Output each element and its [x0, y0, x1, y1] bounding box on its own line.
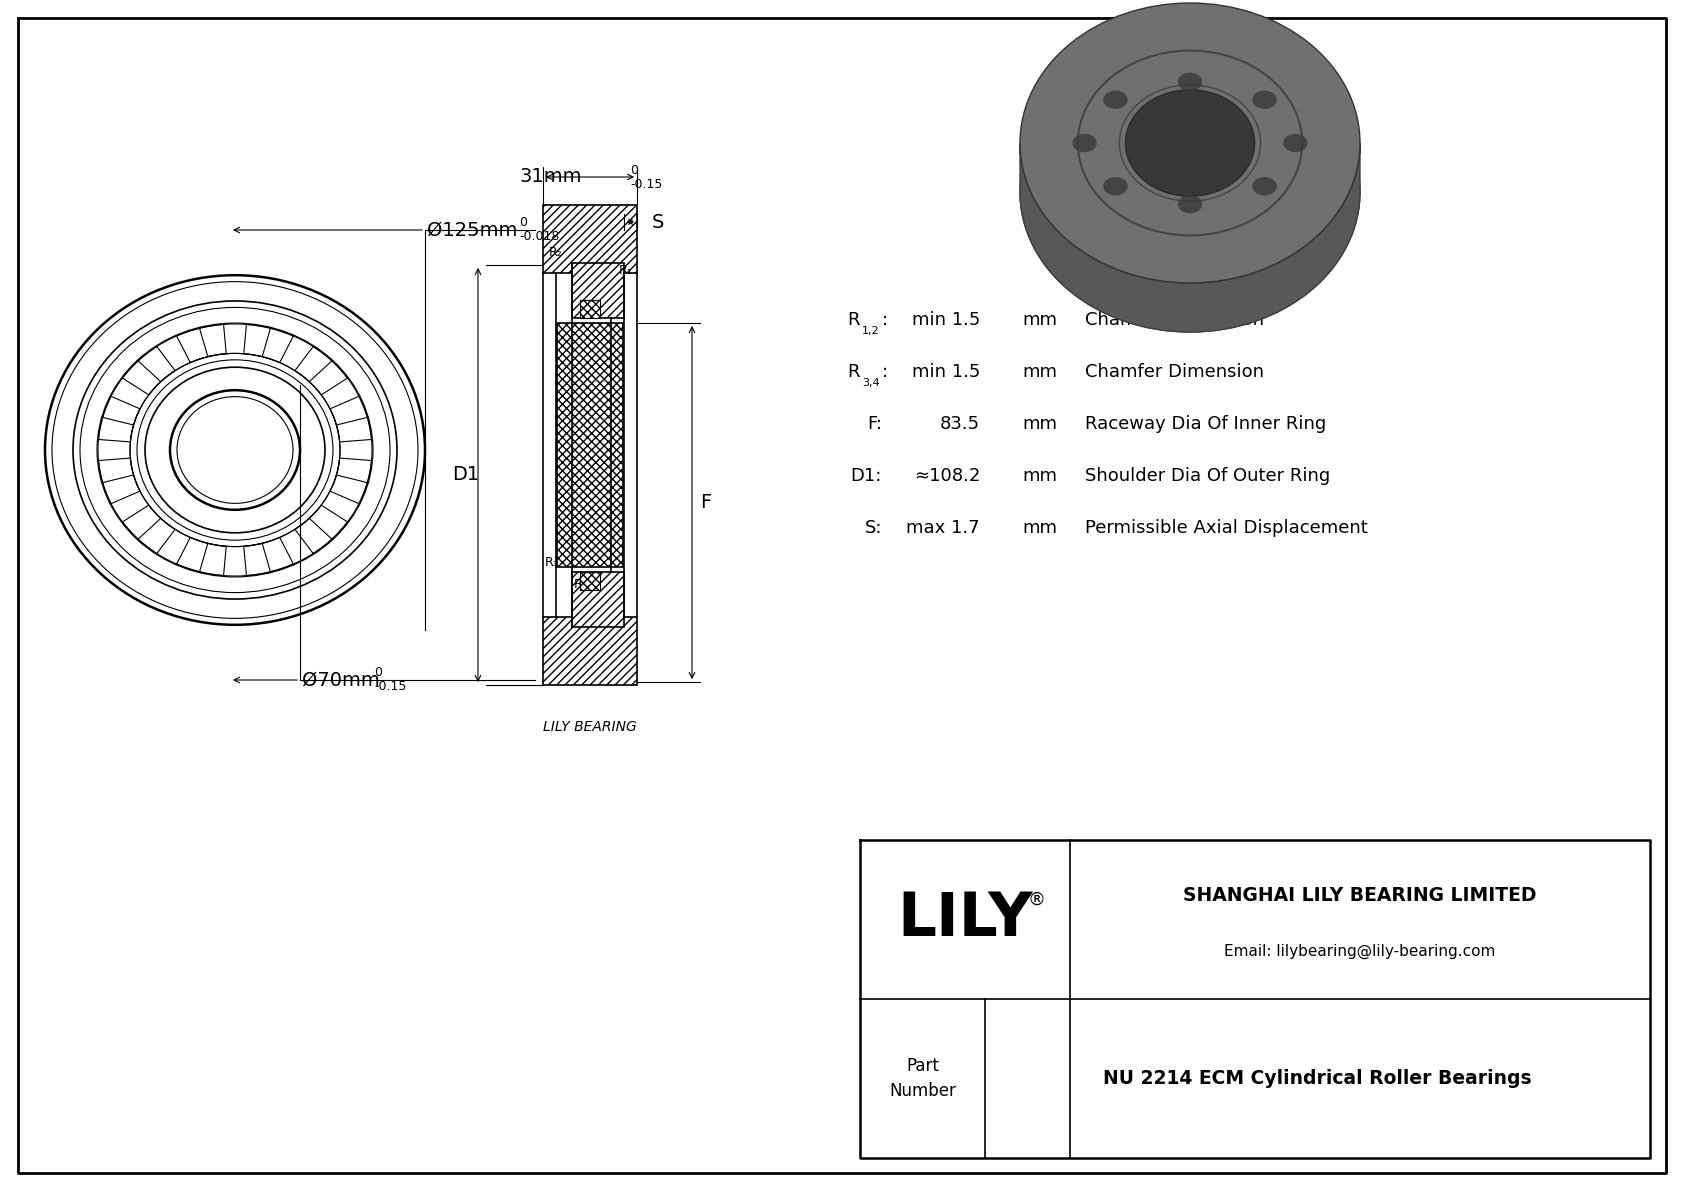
Text: Shoulder Dia Of Outer Ring: Shoulder Dia Of Outer Ring: [1084, 467, 1330, 485]
Text: :: :: [882, 311, 887, 329]
Text: max 1.7: max 1.7: [906, 519, 980, 537]
Text: -0.15: -0.15: [630, 177, 662, 191]
Text: 31mm: 31mm: [519, 168, 583, 187]
Text: Permissible Axial Displacement: Permissible Axial Displacement: [1084, 519, 1367, 537]
Text: LILY BEARING: LILY BEARING: [544, 721, 637, 734]
Ellipse shape: [1177, 195, 1202, 213]
Polygon shape: [573, 318, 611, 572]
Text: 1,2: 1,2: [862, 326, 879, 336]
Text: Ø125mm: Ø125mm: [428, 220, 517, 239]
Text: R: R: [847, 363, 861, 381]
Text: F:: F:: [867, 414, 882, 434]
Polygon shape: [573, 572, 625, 626]
Ellipse shape: [1253, 91, 1276, 108]
Text: F: F: [701, 493, 712, 512]
Text: min 1.5: min 1.5: [911, 363, 980, 381]
Text: S: S: [652, 212, 665, 231]
Ellipse shape: [1283, 133, 1308, 152]
Polygon shape: [557, 323, 623, 567]
Text: mm: mm: [1022, 414, 1058, 434]
Text: Part
Number: Part Number: [889, 1056, 957, 1100]
Text: D1: D1: [453, 466, 480, 485]
Text: Chamfer Dimension: Chamfer Dimension: [1084, 311, 1265, 329]
Text: mm: mm: [1022, 519, 1058, 537]
Ellipse shape: [1177, 73, 1202, 91]
Text: min 1.5: min 1.5: [911, 311, 980, 329]
Text: R₂: R₂: [549, 247, 562, 260]
Ellipse shape: [1253, 177, 1276, 195]
Polygon shape: [579, 300, 600, 318]
Text: 3,4: 3,4: [862, 378, 879, 388]
Text: :: :: [882, 363, 887, 381]
Ellipse shape: [1103, 91, 1128, 108]
Polygon shape: [1021, 143, 1361, 332]
Text: 0: 0: [519, 217, 527, 230]
Ellipse shape: [1103, 177, 1128, 195]
Text: R₁: R₁: [620, 264, 633, 278]
Ellipse shape: [1021, 4, 1361, 283]
Text: Chamfer Dimension: Chamfer Dimension: [1084, 363, 1265, 381]
Text: R₃: R₃: [546, 555, 559, 568]
Text: R₄: R₄: [574, 578, 588, 591]
Text: NU 2214 ECM Cylindrical Roller Bearings: NU 2214 ECM Cylindrical Roller Bearings: [1103, 1070, 1532, 1089]
Ellipse shape: [1021, 52, 1361, 332]
Polygon shape: [573, 263, 625, 318]
Text: 83.5: 83.5: [940, 414, 980, 434]
Text: mm: mm: [1022, 467, 1058, 485]
Text: SHANGHAI LILY BEARING LIMITED: SHANGHAI LILY BEARING LIMITED: [1184, 886, 1537, 905]
Text: -0.018: -0.018: [519, 231, 559, 243]
Text: 0: 0: [374, 667, 382, 680]
Ellipse shape: [1125, 89, 1255, 197]
Polygon shape: [542, 205, 637, 273]
Polygon shape: [542, 617, 637, 685]
Ellipse shape: [1073, 133, 1096, 152]
Text: LILY: LILY: [898, 890, 1032, 949]
Text: Ø70mm: Ø70mm: [301, 671, 381, 690]
Text: R: R: [847, 311, 861, 329]
Text: 0: 0: [630, 163, 638, 176]
Text: Raceway Dia Of Inner Ring: Raceway Dia Of Inner Ring: [1084, 414, 1327, 434]
Text: ®: ®: [1027, 891, 1046, 909]
Text: D1:: D1:: [850, 467, 882, 485]
Text: -0.15: -0.15: [374, 680, 406, 693]
Text: mm: mm: [1022, 363, 1058, 381]
Text: S:: S:: [864, 519, 882, 537]
Text: Email: lilybearing@lily-bearing.com: Email: lilybearing@lily-bearing.com: [1224, 943, 1495, 959]
Polygon shape: [579, 572, 600, 590]
Text: mm: mm: [1022, 311, 1058, 329]
Text: ≈108.2: ≈108.2: [914, 467, 980, 485]
